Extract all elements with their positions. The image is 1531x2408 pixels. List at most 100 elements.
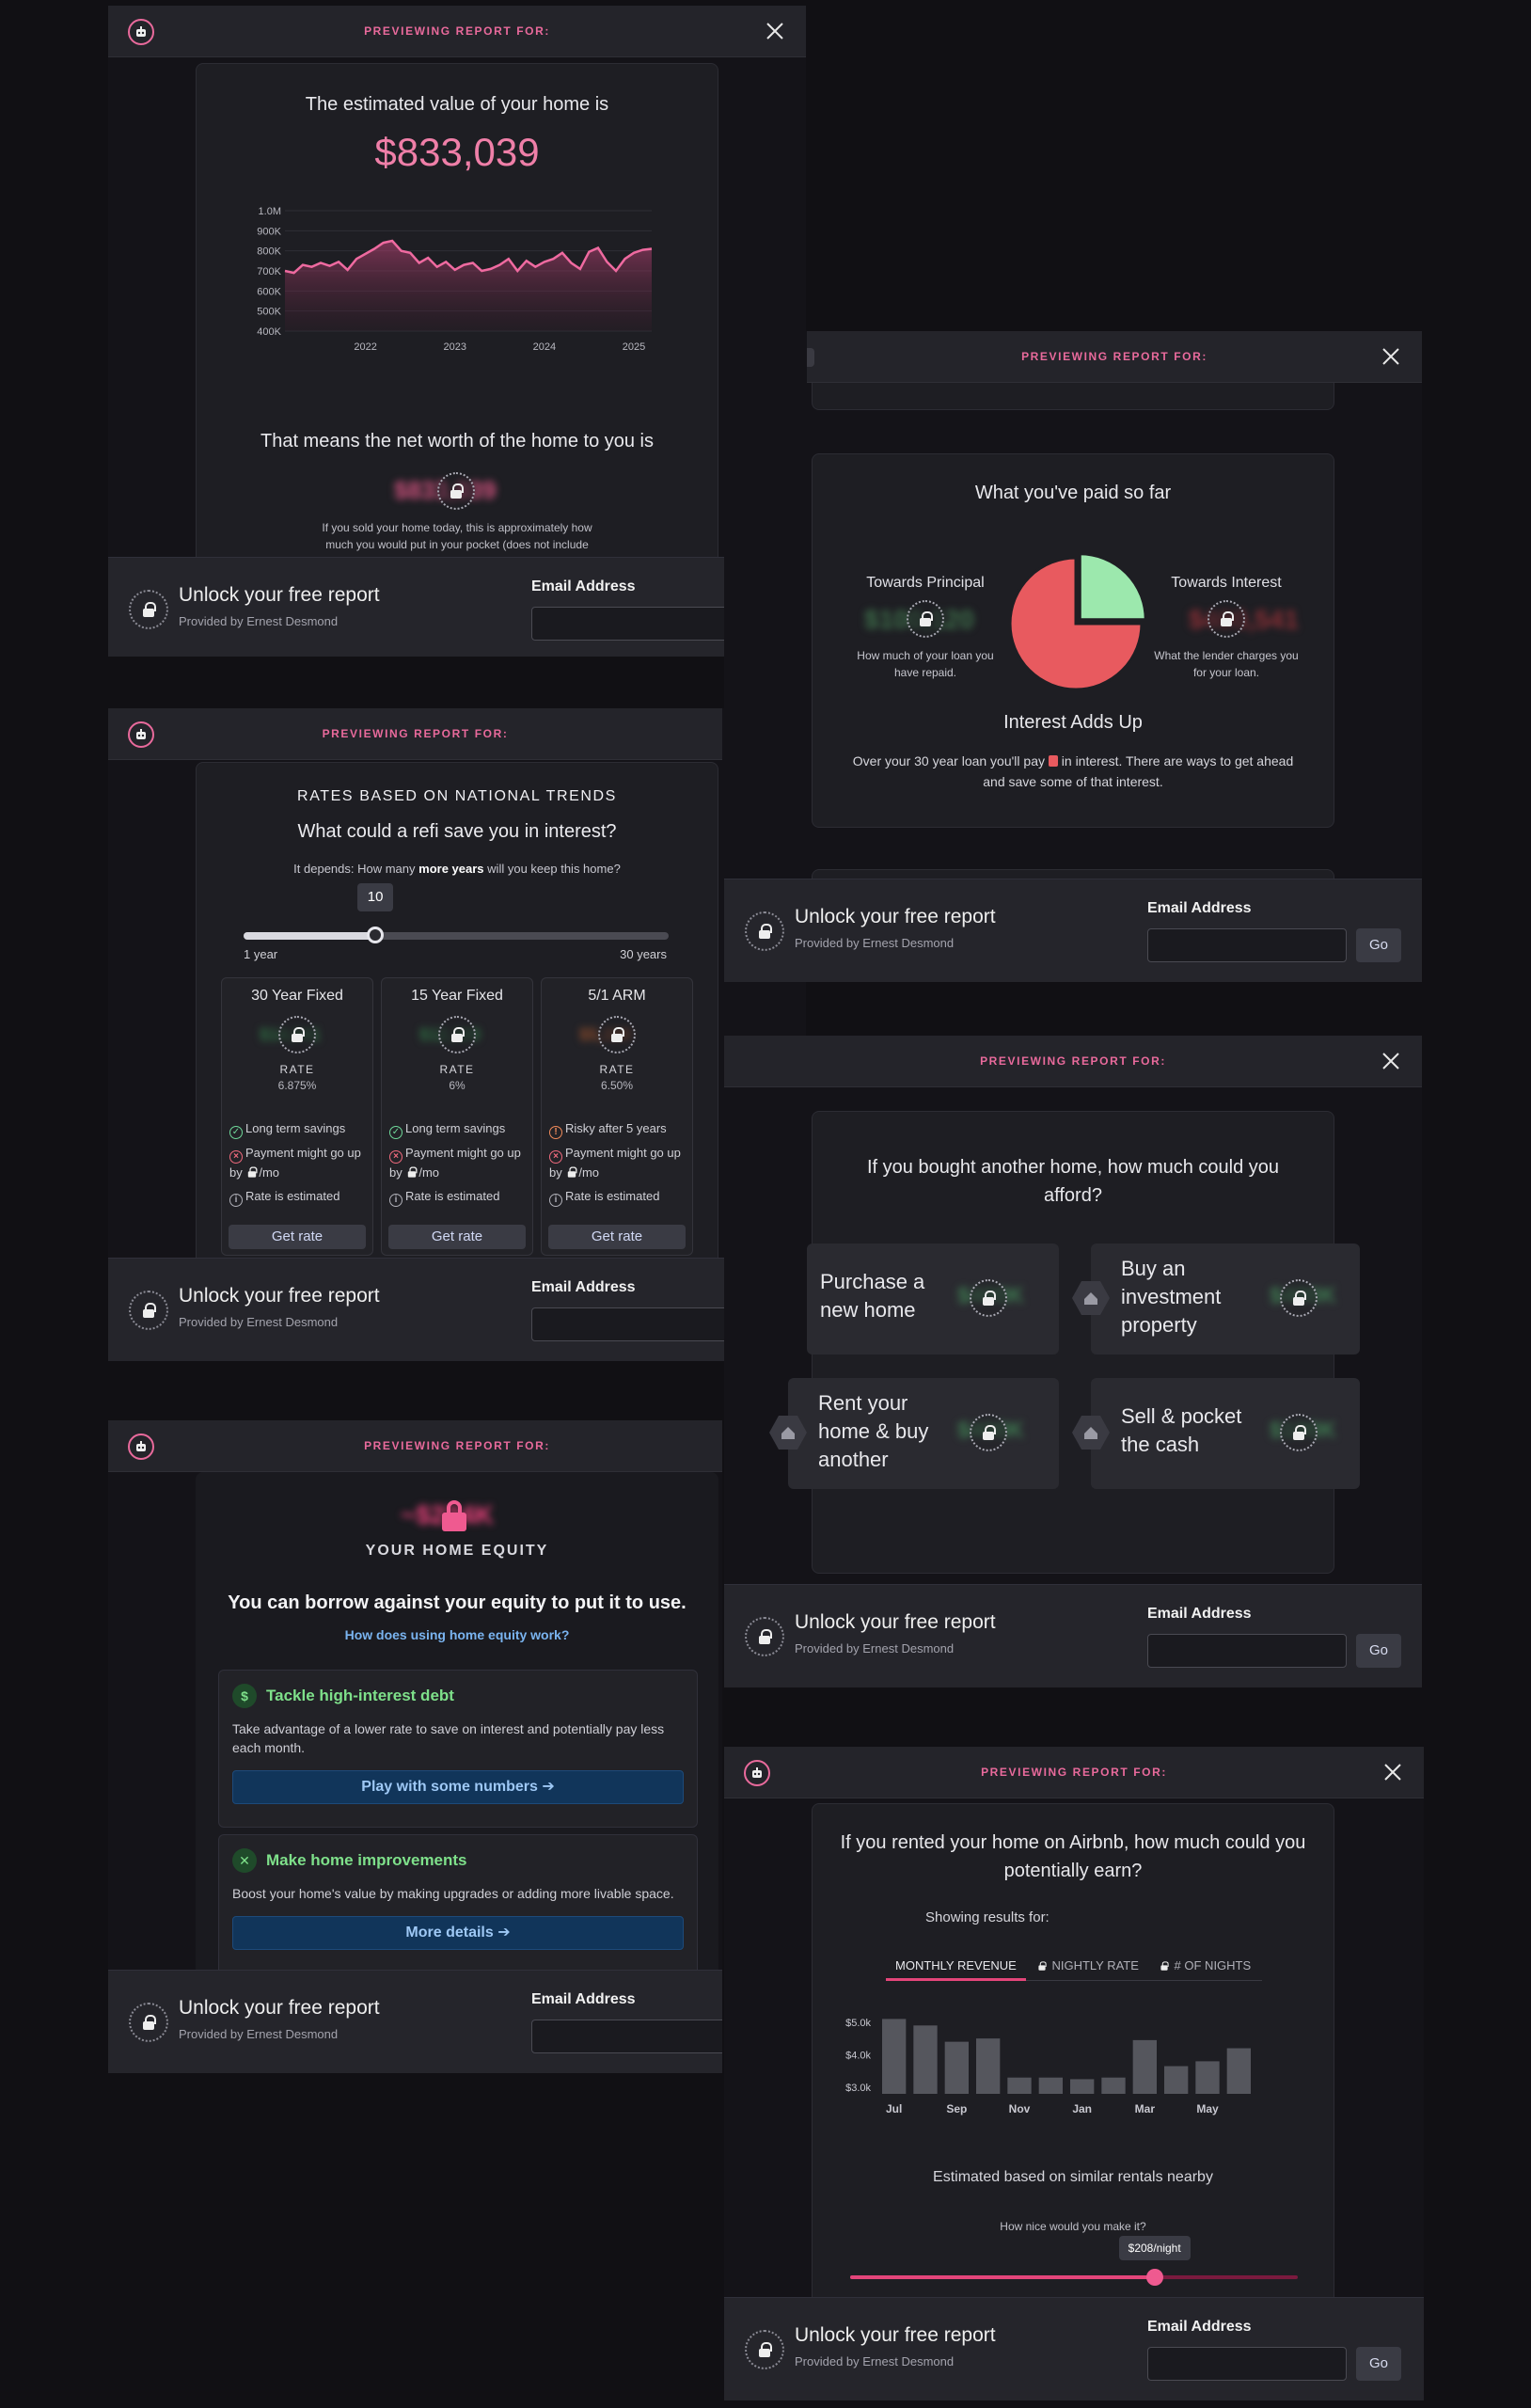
info-icon: i: [229, 1194, 243, 1207]
rate-label: RATE: [279, 1063, 315, 1076]
button-label: Play with some numbers: [361, 1779, 538, 1795]
unlock-title: Unlock your free report: [179, 584, 380, 606]
y-tick-label: 500K: [257, 307, 281, 318]
unlock-bar: Unlock your free report Provided by Erne…: [724, 2297, 1424, 2400]
lock-icon: [1280, 1279, 1318, 1317]
x-icon: ×: [229, 1150, 243, 1164]
go-button[interactable]: Go: [1356, 1634, 1401, 1668]
go-button[interactable]: Go: [1356, 928, 1401, 962]
close-icon[interactable]: [765, 21, 785, 41]
rate-label: RATE: [439, 1063, 475, 1076]
email-input[interactable]: [1147, 2347, 1347, 2381]
refi-card: RATES BASED ON NATIONAL TRENDS What coul…: [196, 762, 718, 1270]
slider-min-label: 1 year: [244, 947, 278, 961]
slider-handle[interactable]: [367, 927, 385, 943]
more-details-button[interactable]: More details ➔: [232, 1916, 684, 1950]
feature-3: i Rate is estimated: [389, 1187, 499, 1207]
y-tick-label: $4.0k: [845, 2050, 871, 2061]
close-icon[interactable]: [1382, 1762, 1403, 1782]
refi-question: What could a refi save you in interest?: [297, 821, 617, 842]
preview-title: PREVIEWING REPORT FOR:: [364, 24, 550, 38]
feature-2-suffix: /mo: [418, 1165, 440, 1180]
left-edge-tab: [807, 348, 814, 367]
preview-header: PREVIEWING REPORT FOR:: [724, 1036, 1422, 1087]
email-input[interactable]: [1147, 1634, 1347, 1668]
tools-icon: ✕: [232, 1848, 257, 1873]
y-tick-label: 400K: [257, 326, 281, 338]
bar: [1070, 2079, 1095, 2094]
option-investment-property[interactable]: Buy an investment property $400K: [1072, 1244, 1360, 1354]
unlock-title: Unlock your free report: [179, 1285, 380, 1307]
option-label: Purchase a new home: [820, 1270, 925, 1322]
lock-icon: [907, 600, 944, 638]
area-fill: [285, 241, 652, 331]
pie-slice: [1008, 556, 1144, 691]
value-line: [284, 239, 653, 275]
net-worth-intro: That means the net worth of the home to …: [260, 431, 654, 452]
adds-text-2: in interest. There are ways to get ahead…: [983, 753, 1294, 789]
equity-item-heading: ✕ Make home improvements: [232, 1848, 467, 1873]
preview-header: PREVIEWING REPORT FOR:: [807, 331, 1422, 383]
get-rate-button[interactable]: Get rate: [388, 1225, 526, 1249]
preview-header: PREVIEWING REPORT FOR:: [108, 6, 806, 57]
equity-item-heading: $ Tackle high-interest debt: [232, 1684, 454, 1708]
tab-monthly-revenue[interactable]: MONTHLY REVENUE: [886, 1953, 1026, 1981]
home-value-chart: 1.0M 900K 800K 700K 600K 500K 400K 2022 2023 2024…: [257, 206, 653, 353]
rate-value: 6%: [449, 1079, 466, 1092]
get-rate-button[interactable]: Get rate: [229, 1225, 366, 1249]
unlock-title: Unlock your free report: [179, 1997, 380, 2019]
slider-fill: [850, 2275, 1155, 2279]
equity-panel: PREVIEWING REPORT FOR: ~$234K YOUR HOME …: [108, 1420, 722, 2073]
x-tick-label: 2022: [354, 341, 376, 353]
pie-slice: [1078, 552, 1147, 622]
unlock-title: Unlock your free report: [795, 2324, 996, 2346]
close-icon[interactable]: [1381, 346, 1401, 367]
option-sell-pocket[interactable]: Sell & pocket the cash $100K: [1072, 1378, 1360, 1489]
feature-3-text: Rate is estimated: [565, 1189, 660, 1203]
lock-icon: [567, 1166, 577, 1178]
preview-header: PREVIEWING REPORT FOR:: [108, 708, 722, 760]
go-button[interactable]: Go: [1356, 2347, 1401, 2381]
lock-icon: [598, 1016, 636, 1054]
feature-2-text: Payment might go up by: [229, 1146, 361, 1180]
option-label: Buy an investment property: [1121, 1257, 1222, 1337]
play-numbers-button[interactable]: Play with some numbers ➔: [232, 1770, 684, 1804]
adds-up-title: Interest Adds Up: [1003, 712, 1143, 733]
equity-item-improvements: ✕ Make home improvements Boost your home'…: [218, 1834, 698, 1975]
feature-1: ! Risky after 5 years: [549, 1119, 667, 1139]
unlock-subtitle: Provided by Ernest Desmond: [795, 936, 955, 950]
info-icon: i: [549, 1194, 562, 1207]
feature-2: × Payment might go up by /mo: [389, 1144, 532, 1182]
equity-help-link[interactable]: How does using home equity work?: [344, 1627, 570, 1642]
afford-panel: PREVIEWING REPORT FOR: If you bought ano…: [724, 1036, 1422, 1687]
rate-card-title: 30 Year Fixed: [251, 988, 343, 1004]
lock-icon: [407, 1166, 418, 1178]
lock-icon: [129, 1291, 168, 1330]
interest-label: Towards Interest: [1171, 575, 1282, 591]
email-input[interactable]: [531, 1307, 731, 1341]
bar: [944, 2041, 969, 2094]
nice-slider[interactable]: $208/night: [850, 2236, 1298, 2286]
email-input[interactable]: [531, 2020, 722, 2053]
years-slider[interactable]: 10: [244, 883, 669, 943]
feature-1: ✓ Long term savings: [229, 1119, 345, 1139]
option-label: Sell & pocket the cash: [1121, 1404, 1242, 1456]
slider-handle[interactable]: [1145, 2269, 1163, 2286]
tab-num-nights[interactable]: # OF NIGHTS: [1148, 1953, 1260, 1980]
preview-header: PREVIEWING REPORT FOR:: [108, 1420, 722, 1472]
y-tick-label: 1.0M: [259, 206, 281, 217]
airbnb-question: If you rented your home on Airbnb, how m…: [840, 1832, 1306, 1881]
y-tick-label: 700K: [257, 266, 281, 277]
tab-nightly-rate[interactable]: NIGHTLY RATE: [1026, 1953, 1148, 1980]
lock-icon: [1207, 600, 1245, 638]
option-rent-and-buy[interactable]: Rent your home & buy another $400K: [769, 1378, 1059, 1489]
option-purchase-home[interactable]: Purchase a new home $400K: [807, 1244, 1059, 1354]
get-rate-button[interactable]: Get rate: [548, 1225, 686, 1249]
equity-lock-icon: [440, 1500, 468, 1532]
email-input[interactable]: [1147, 928, 1347, 962]
x-tick-label: May: [1196, 2102, 1219, 2115]
close-icon[interactable]: [1381, 1051, 1401, 1071]
email-input[interactable]: [531, 607, 731, 641]
email-label: Email Address: [531, 1991, 636, 2007]
feature-2-suffix: /mo: [259, 1165, 280, 1180]
